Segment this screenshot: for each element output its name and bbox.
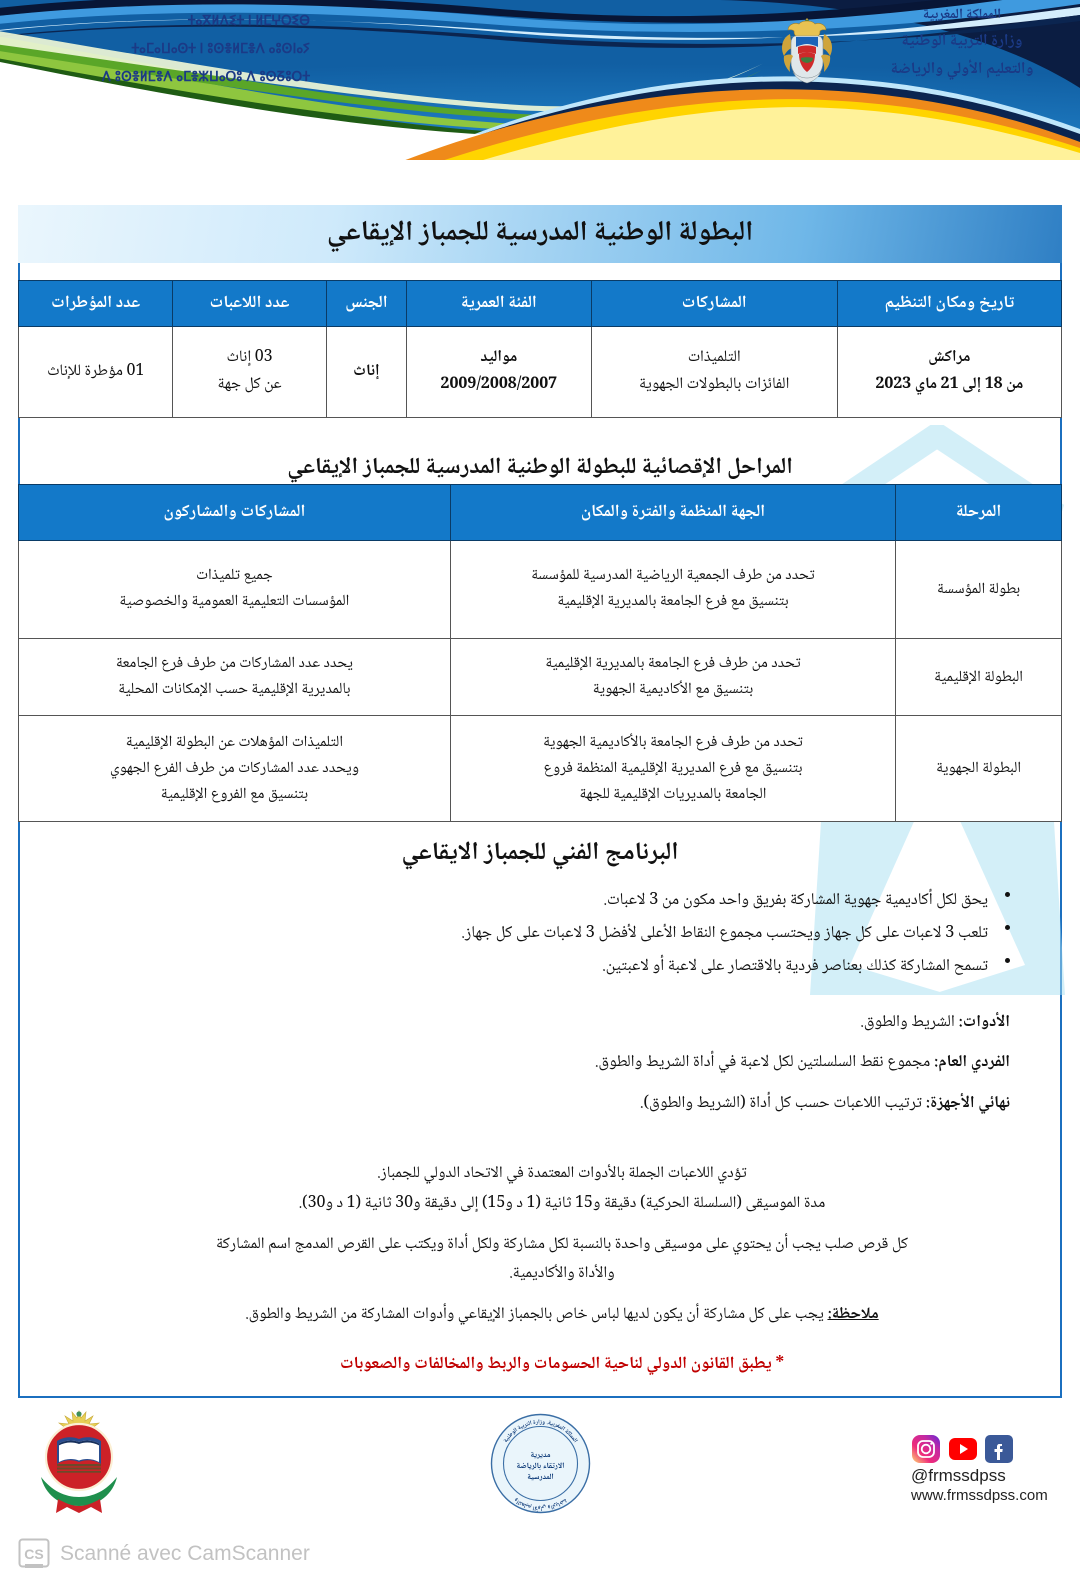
svg-text:المدرسية: المدرسية bbox=[527, 1471, 553, 1485]
svg-text:CS: CS bbox=[24, 1546, 43, 1562]
